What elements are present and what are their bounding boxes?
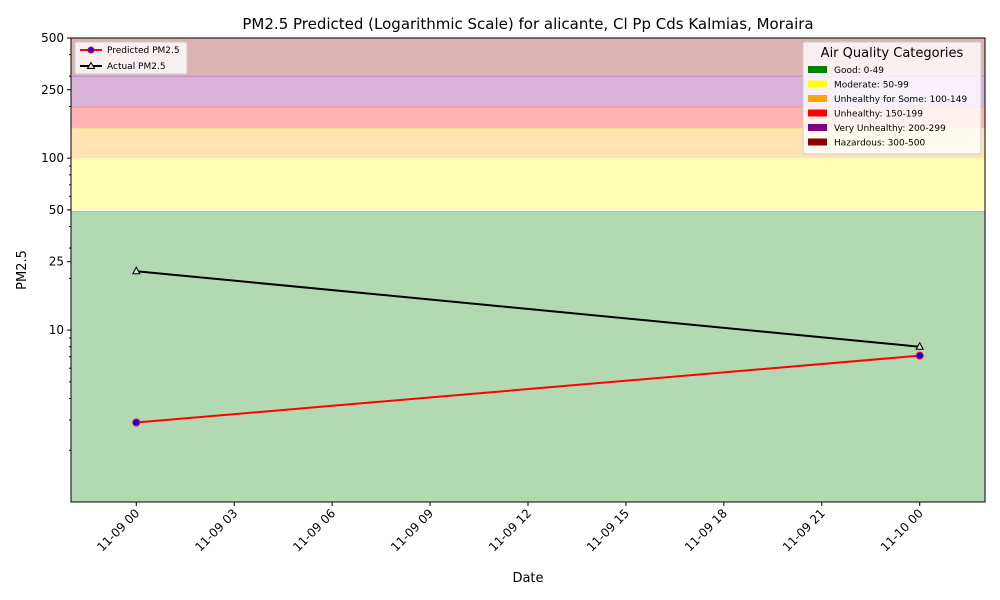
aqi-legend-swatch	[808, 95, 827, 102]
x-tick-label: 11-09 21	[780, 506, 828, 554]
legend-predicted-label: Predicted PM2.5	[107, 46, 180, 56]
y-axis-label: PM2.5	[15, 250, 30, 290]
x-tick-label: 11-09 18	[682, 506, 730, 554]
data-point	[915, 341, 925, 350]
aqi-band	[71, 106, 985, 128]
x-tick-label: 11-09 09	[388, 506, 436, 554]
y-tick-label: 100	[41, 151, 64, 165]
series-line	[136, 354, 920, 424]
y-tick-label: 500	[41, 31, 64, 45]
legend-actual-marker	[86, 61, 96, 69]
aqi-legend-swatch	[808, 124, 827, 131]
series-legend: Predicted PM2.5 Actual PM2.5	[74, 41, 188, 75]
aqi-legend-label: Good: 0-49	[834, 66, 884, 76]
y-tick-label: 25	[49, 255, 64, 269]
aqi-legend-swatch	[808, 109, 827, 117]
aqi-band	[71, 211, 985, 502]
legend-actual-label: Actual PM2.5	[107, 62, 166, 72]
series-legend-box	[74, 41, 188, 75]
aqi-legend-swatch	[808, 138, 827, 146]
aqi-legend-items: Good: 0-49 Moderate: 50-99 Unhealthy for S…	[808, 66, 967, 149]
aqi-legend: Air Quality Categories Good: 0-49 Moderat…	[802, 41, 982, 155]
aqi-legend-label: Unhealthy: 150-199	[834, 110, 923, 120]
aqi-legend-title: Air Quality Categories	[821, 46, 964, 61]
series-lines	[131, 266, 925, 427]
x-tick-label: 11-09 06	[290, 506, 338, 554]
data-point	[132, 418, 141, 427]
chart-title: PM2.5 Predicted (Logarithmic Scale) for …	[242, 15, 813, 33]
aqi-legend-swatch	[808, 66, 827, 73]
series-line	[136, 270, 920, 348]
y-tick-label: 10	[49, 323, 64, 337]
legend-predicted-marker	[87, 46, 95, 54]
x-axis-label: Date	[512, 571, 543, 586]
aqi-legend-label: Unhealthy for Some: 100-149	[834, 95, 967, 105]
data-point	[131, 266, 141, 275]
aqi-legend-box	[802, 41, 982, 155]
aqi-band	[71, 158, 985, 210]
x-tick-label: 11-09 03	[192, 506, 240, 554]
y-tick-label: 250	[41, 83, 64, 97]
x-tick-label: 11-10 00	[878, 506, 926, 554]
aqi-legend-label: Hazardous: 300-500	[834, 139, 925, 149]
data-point	[915, 351, 924, 360]
aqi-legend-label: Moderate: 50-99	[834, 81, 909, 91]
plot-frame	[70, 37, 986, 503]
y-tick-label: 50	[49, 203, 64, 217]
x-tick-label: 11-09 00	[94, 506, 142, 554]
x-tick-label: 11-09 12	[486, 506, 534, 554]
x-tick-label: 11-09 15	[584, 506, 632, 554]
aqi-legend-label: Very Unhealthy: 200-299	[834, 124, 946, 134]
aqi-legend-swatch	[808, 80, 827, 88]
